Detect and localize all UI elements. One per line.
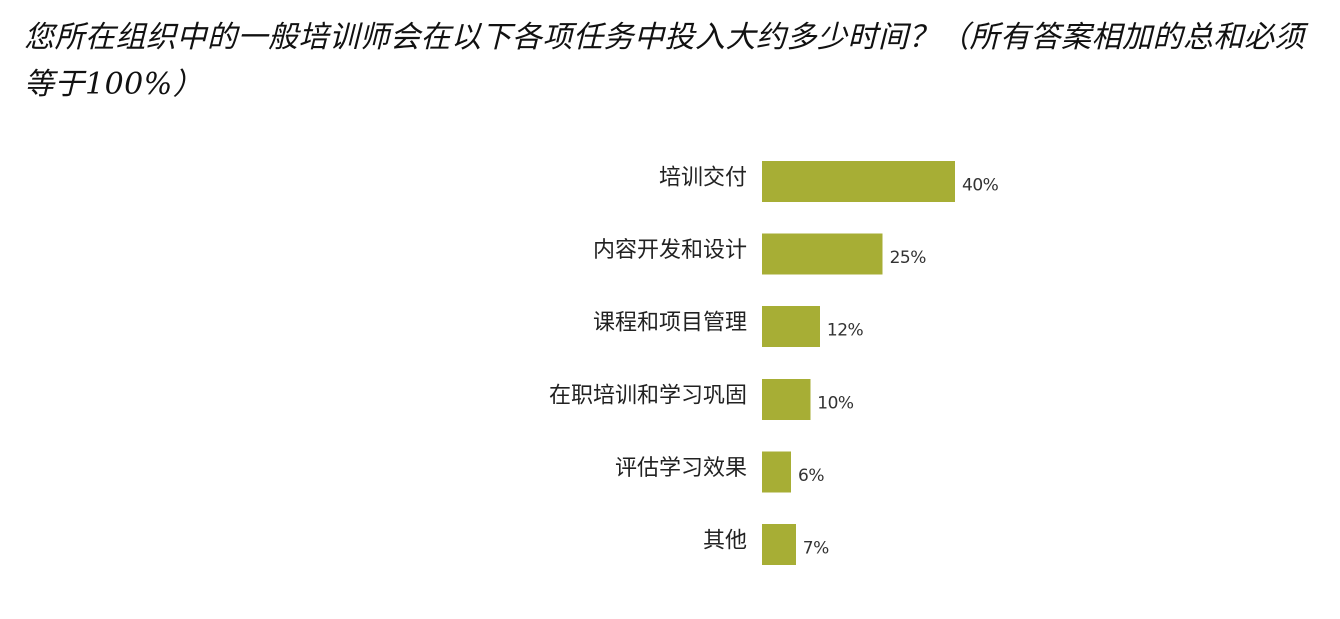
- bar-5: [762, 524, 796, 565]
- value-label-5: 7%: [803, 539, 829, 559]
- value-label-0: 40%: [962, 176, 999, 196]
- value-label-4: 6%: [798, 466, 824, 486]
- category-label-0: 培训交付: [659, 166, 747, 191]
- bars-group: 培训交付 40% 内容开发和设计 25% 课程和项目管理 12% 在职培训和学习巩固 10% 评…: [549, 161, 999, 565]
- value-label-3: 10%: [817, 393, 854, 413]
- chart-title: 您所在组织中的一般培训师会在以下各项任务中投入大约多少时间？（所有答案相加的总和…: [24, 20, 1305, 102]
- value-label-2: 12%: [827, 321, 864, 341]
- category-label-4: 评估学习效果: [615, 456, 747, 481]
- bar-2: [762, 306, 820, 348]
- bar-1: [762, 233, 883, 275]
- bar-4: [762, 451, 791, 493]
- category-label-2: 课程和项目管理: [593, 311, 747, 336]
- value-label-1: 25%: [890, 248, 927, 268]
- category-label-3: 在职培训和学习巩固: [549, 383, 747, 408]
- bar-0: [762, 161, 955, 202]
- category-label-1: 内容开发和设计: [593, 238, 747, 263]
- bar-3: [762, 378, 811, 420]
- category-label-5: 其他: [703, 529, 747, 554]
